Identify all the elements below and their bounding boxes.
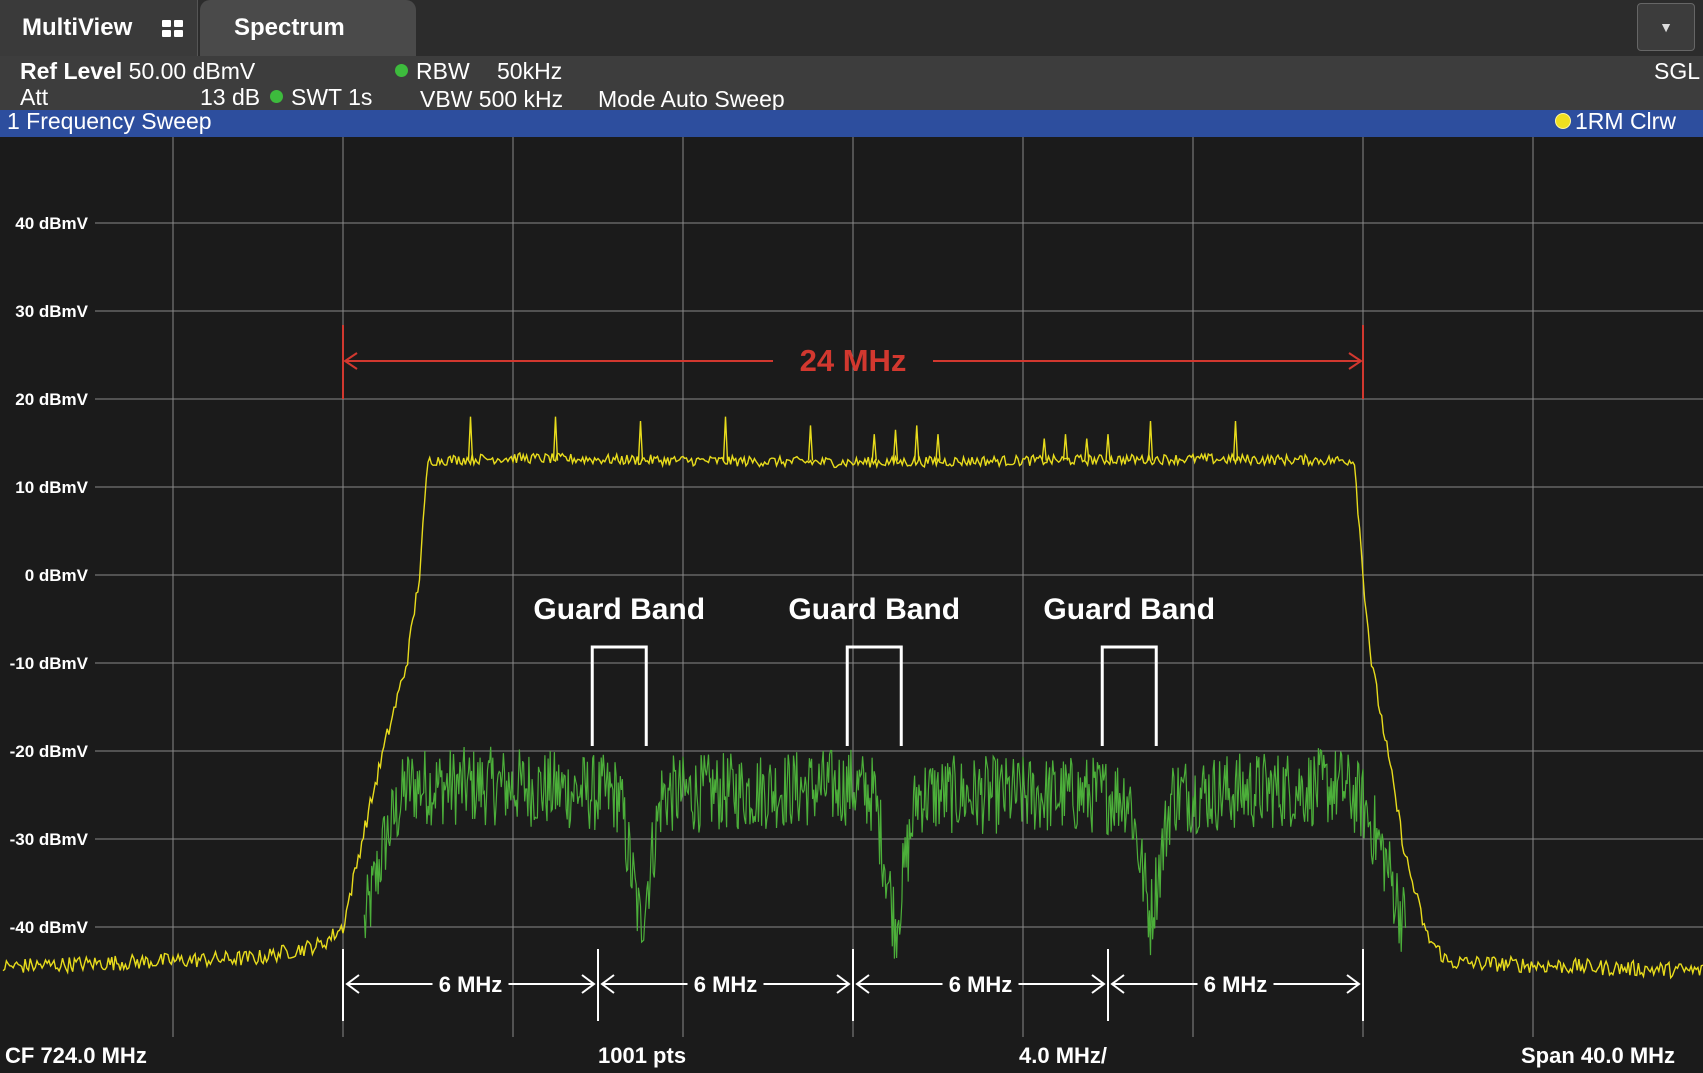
yellow-trace-peak (722, 416, 729, 461)
yellow-trace-peak (552, 416, 559, 461)
spectrum-plot[interactable]: 40 dBmV 30 dBmV 20 dBmV 10 dBmV 0 dBmV -10 dB… (0, 137, 1703, 1037)
y-tick-label: 0 dBmV (25, 566, 89, 585)
y-tick-label: -10 dBmV (10, 654, 89, 673)
window-dropdown-button[interactable]: ▼ (1637, 3, 1695, 51)
att-value: 13 dB (200, 84, 261, 110)
guard-band-label: Guard Band (533, 593, 705, 626)
annotations: 24 MHz Guard Band Guard Band Guard Band 6 MH… (342, 325, 1364, 1021)
channel-arrowhead (345, 974, 360, 994)
guard-band-label: Guard Band (788, 593, 960, 626)
rbw-status-dot-icon (395, 64, 408, 78)
rbw-label: RBW (416, 58, 470, 84)
rbw: RBW (395, 58, 470, 85)
span-annotation-label: 24 MHz (800, 343, 907, 378)
yellow-trace-peak (1232, 420, 1239, 461)
channel-arrowhead (1091, 974, 1106, 994)
span-arrowhead-left (343, 352, 358, 370)
yellow-trace-peak (1041, 438, 1047, 461)
center-frequency: CF 724.0 MHz (5, 1043, 147, 1068)
channel-arrowhead (1110, 974, 1125, 994)
guard-band-bracket (1100, 645, 1158, 746)
y-tick-label: 10 dBmV (15, 478, 88, 497)
ref-level-value: 50.00 dBmV (128, 58, 256, 84)
yellow-trace-peak (892, 429, 899, 461)
channel-arrowhead (1346, 974, 1361, 994)
y-tick-label: 40 dBmV (15, 214, 88, 233)
yellow-trace-peak (1105, 434, 1111, 461)
channel-arrowhead (836, 974, 851, 994)
yellow-trace-peak (871, 434, 877, 461)
yellow-trace-peak (1147, 420, 1154, 461)
sweep-points: 1001 pts (598, 1043, 687, 1068)
yellow-trace-peak (914, 425, 920, 461)
trace-info: 1RM Clrw (1555, 108, 1676, 135)
yellow-trace-peak (637, 420, 644, 461)
trace-indicator-icon (1555, 112, 1571, 129)
channel-arrowhead (600, 974, 615, 994)
y-tick-label: -40 dBmV (10, 918, 89, 937)
green-trace (363, 746, 1407, 959)
span: Span 40.0 MHz (1521, 1043, 1676, 1068)
multiview-grid-icon (162, 20, 184, 38)
att-label: Att (20, 84, 49, 110)
yellow-trace-peak (935, 434, 941, 461)
frequency-per-division: 4.0 MHz/ (1019, 1043, 1108, 1068)
chevron-down-icon: ▼ (1659, 19, 1673, 35)
yellow-trace-peak (1084, 438, 1090, 461)
guard-band-bracket (590, 645, 648, 746)
yellow-trace-peak (1062, 434, 1069, 461)
ref-level: Ref Level 50.00 dBmV (20, 58, 255, 85)
span-arrowhead-right (1348, 352, 1363, 370)
window-title-bar: 1 Frequency Sweep 1RM Clrw (0, 108, 1703, 137)
guard-band-label: Guard Band (1043, 593, 1215, 626)
tab-multiview-label: MultiView (22, 14, 133, 41)
swt-value: SWT 1s (291, 84, 373, 110)
y-tick-label: 20 dBmV (15, 390, 88, 409)
channel-width-label: 6 MHz (694, 972, 758, 997)
footer-bar: CF 724.0 MHz 1001 pts 4.0 MHz/ Span 40.0… (0, 1037, 1703, 1073)
y-axis-labels: 40 dBmV 30 dBmV 20 dBmV 10 dBmV 0 dBmV -10 dB… (10, 214, 89, 937)
channel-arrowhead (855, 974, 870, 994)
y-tick-label: -30 dBmV (10, 830, 89, 849)
channel-width-label: 6 MHz (949, 972, 1013, 997)
vbw: VBW 500 kHz (420, 86, 564, 112)
yellow-trace-peak (807, 425, 814, 461)
channel-arrowhead (581, 974, 596, 994)
tab-spectrum[interactable]: Spectrum (200, 0, 416, 56)
sgl-indicator: SGL (1654, 58, 1701, 84)
yellow-trace-peak (467, 416, 474, 461)
channel-width-label: 6 MHz (1204, 972, 1268, 997)
sweep-mode: Mode Auto Sweep (598, 86, 785, 112)
swt: SWT 1s (270, 84, 372, 111)
guard-band-bracket (845, 645, 903, 746)
swt-status-dot-icon (270, 90, 283, 104)
plot-background (0, 137, 1703, 1037)
trace-label: 1RM Clrw (1575, 108, 1676, 134)
traces (2, 416, 1703, 980)
yellow-trace (2, 451, 1703, 980)
y-tick-label: 30 dBmV (15, 302, 88, 321)
channel-width-label: 6 MHz (439, 972, 503, 997)
ref-level-label: Ref Level (20, 58, 123, 84)
tab-spectrum-label: Spectrum (234, 14, 345, 41)
settings-info-bar: Ref Level 50.00 dBmV Att 13 dB SWT 1s RB… (0, 56, 1703, 112)
y-tick-label: -20 dBmV (10, 742, 89, 761)
tab-bar: MultiView Spectrum ▼ (0, 0, 1703, 56)
window-title: 1 Frequency Sweep (7, 108, 212, 134)
rbw-value: 50kHz (497, 58, 563, 84)
tab-multiview[interactable]: MultiView (0, 0, 198, 56)
